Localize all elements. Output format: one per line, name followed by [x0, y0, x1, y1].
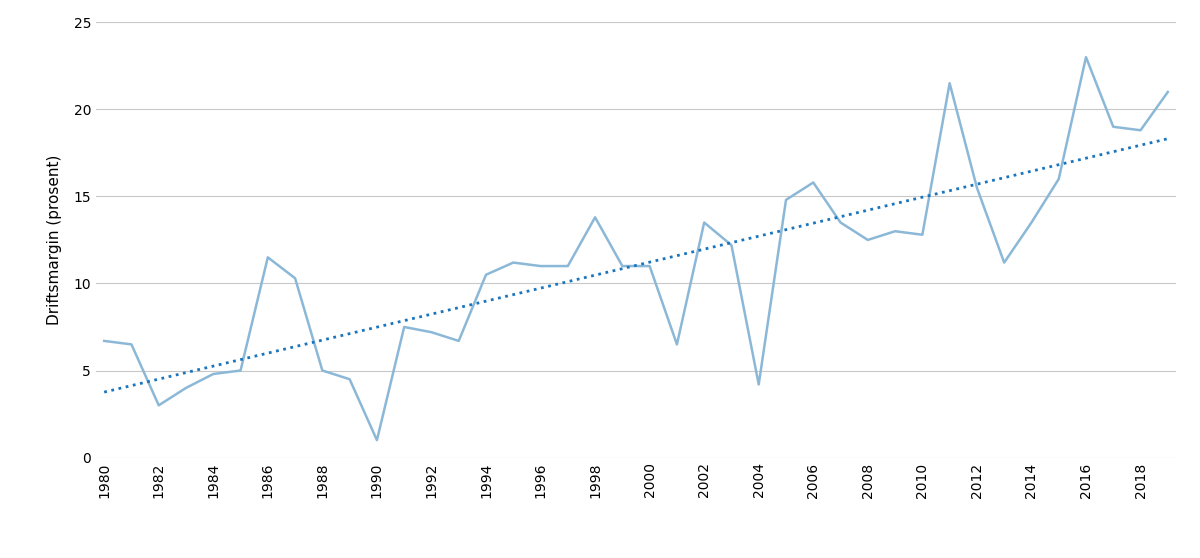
- Y-axis label: Driftsmargin (prosent): Driftsmargin (prosent): [48, 155, 62, 325]
